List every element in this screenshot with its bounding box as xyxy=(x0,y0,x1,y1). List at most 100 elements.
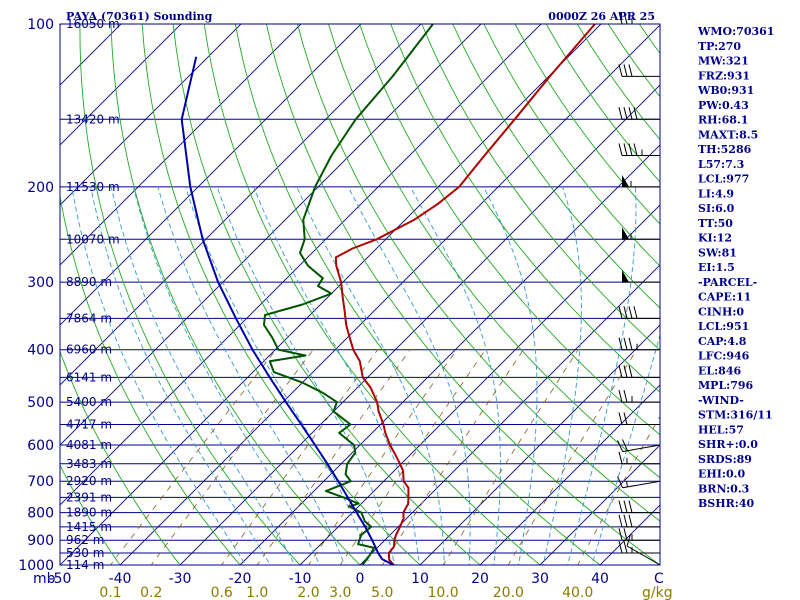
chart-title: PAYA (70361) Sounding xyxy=(66,10,213,23)
sounding-index: SI:6.0 xyxy=(698,202,735,215)
isotherm-line xyxy=(479,384,660,565)
wind-barb xyxy=(618,514,660,528)
temperature-tick-label: -30 xyxy=(169,571,192,587)
sounding-index: KI:12 xyxy=(698,232,732,245)
isotherm-line xyxy=(60,24,302,266)
mixing-ratio-tick-label: 1.0 xyxy=(246,585,268,600)
moist-adiabat xyxy=(410,186,501,565)
sounding-index: TH:5286 xyxy=(698,143,752,156)
moist-adiabat xyxy=(71,186,247,565)
sounding-index: EHI:0.0 xyxy=(698,468,745,481)
mixing-ratio-line xyxy=(150,349,314,565)
isotherm-line xyxy=(419,324,660,565)
isotherm-line xyxy=(239,144,660,565)
sounding-index: SW:81 xyxy=(698,246,737,259)
moist-adiabat xyxy=(253,186,420,565)
mixing-ratio-tick-label: 40.0 xyxy=(562,585,593,600)
mixing-ratio-grid xyxy=(110,349,660,565)
temperature-tick-label: 30 xyxy=(531,571,549,587)
height-label: 2391 m xyxy=(66,490,112,504)
wind-barb xyxy=(618,143,660,156)
sounding-index: MPL:796 xyxy=(698,379,754,392)
sounding-index: WB0:931 xyxy=(697,84,754,97)
height-label: 114 m xyxy=(66,558,104,572)
pressure-tick-label: 600 xyxy=(27,438,54,454)
mixing-ratio-axis-labels: 0.1 0.2 0.6 1.0 2.0 3.0 5.0 10.0 20.0 40.0 xyxy=(99,585,593,600)
height-label: 11530 m xyxy=(66,180,120,194)
height-label: 10070 m xyxy=(66,232,120,246)
wind-barb xyxy=(618,412,660,426)
height-label: 16050 m xyxy=(66,17,120,31)
pressure-axis-labels: 100 200 300 400 500 600 700 800 900 1000 xyxy=(18,17,54,574)
sounding-index: EL:846 xyxy=(698,364,741,377)
mixing-ratio-tick-label: 0.2 xyxy=(140,585,162,600)
dry-adiabat xyxy=(390,24,660,393)
temperature-trace xyxy=(334,24,596,565)
height-label: 7864 m xyxy=(66,311,112,325)
dry-adiabat xyxy=(421,24,660,351)
sounding-index: LCL:977 xyxy=(698,173,749,186)
temperature-tick-label: -10 xyxy=(289,571,312,587)
dry-adiabat xyxy=(265,24,660,565)
pressure-tick-label: 200 xyxy=(27,180,54,196)
pressure-tick-label: 500 xyxy=(27,395,54,411)
wind-barb xyxy=(622,227,660,240)
sounding-index: -PARCEL- xyxy=(698,276,757,289)
dry-adiabat xyxy=(60,464,121,565)
sounding-index: HEL:57 xyxy=(698,423,744,436)
pressure-tick-label: 1000 xyxy=(18,558,54,574)
wind-barb xyxy=(617,476,661,489)
height-label: 2920 m xyxy=(66,474,112,488)
wind-barb xyxy=(618,365,660,378)
sounding-index: WMO:70361 xyxy=(697,25,774,38)
sounding-index: CAPE:11 xyxy=(698,291,751,304)
moist-adiabat xyxy=(132,186,321,565)
sounding-index: FRZ:931 xyxy=(698,69,750,82)
pressure-unit-label: mb xyxy=(33,571,56,587)
mixing-ratio-unit-label: g/kg xyxy=(642,585,673,600)
isotherm-line xyxy=(60,24,422,386)
sounding-index: MAXT:8.5 xyxy=(698,128,758,141)
height-label: 6960 m xyxy=(66,343,112,357)
sounding-index: CINH:0 xyxy=(698,305,744,318)
wind-barb xyxy=(622,174,660,188)
pressure-tick-label: 900 xyxy=(27,533,54,549)
moist-adiabat xyxy=(296,186,445,565)
temperature-tick-label: -20 xyxy=(229,571,252,587)
moist-adiabat xyxy=(347,186,471,565)
dry-adiabat xyxy=(203,24,541,565)
sounding-index: RH:68.1 xyxy=(698,114,748,127)
sounding-index: BRN:0.3 xyxy=(698,482,749,495)
isotherm-line xyxy=(299,204,660,565)
sounding-traces xyxy=(180,24,596,565)
temperature-tick-label: 20 xyxy=(471,571,489,587)
wind-barb xyxy=(618,451,660,465)
sounding-index: LFC:946 xyxy=(698,350,750,363)
isotherm-line xyxy=(60,24,602,565)
wind-barb xyxy=(622,270,660,283)
valid-time: 0000Z 26 APR 25 xyxy=(548,10,655,23)
temperature-unit-label: C xyxy=(654,571,664,587)
pressure-tick-label: 400 xyxy=(27,343,54,359)
pressure-tick-label: 700 xyxy=(27,474,54,490)
wind-barb xyxy=(618,500,660,514)
isotherm-line xyxy=(60,24,542,506)
temperature-tick-label: 40 xyxy=(591,571,609,587)
isotherm-line xyxy=(119,24,660,565)
sounding-index: TP:270 xyxy=(698,40,741,53)
sounding-index: LI:4.9 xyxy=(698,187,734,200)
isotherm-line xyxy=(60,24,242,206)
mixing-ratio-tick-label: 20.0 xyxy=(493,585,524,600)
dry-adiabat xyxy=(79,24,301,565)
dry-adiabat xyxy=(172,24,481,565)
dry-adiabat xyxy=(328,24,660,479)
wind-barb xyxy=(618,64,660,77)
dewpoint-trace xyxy=(263,24,434,565)
height-label: 962 m xyxy=(66,533,104,547)
wind-barb xyxy=(618,528,660,541)
moist-adiabat xyxy=(591,333,660,565)
mixing-ratio-line xyxy=(256,349,411,565)
sounding-index: STM:316/11 xyxy=(698,409,773,422)
